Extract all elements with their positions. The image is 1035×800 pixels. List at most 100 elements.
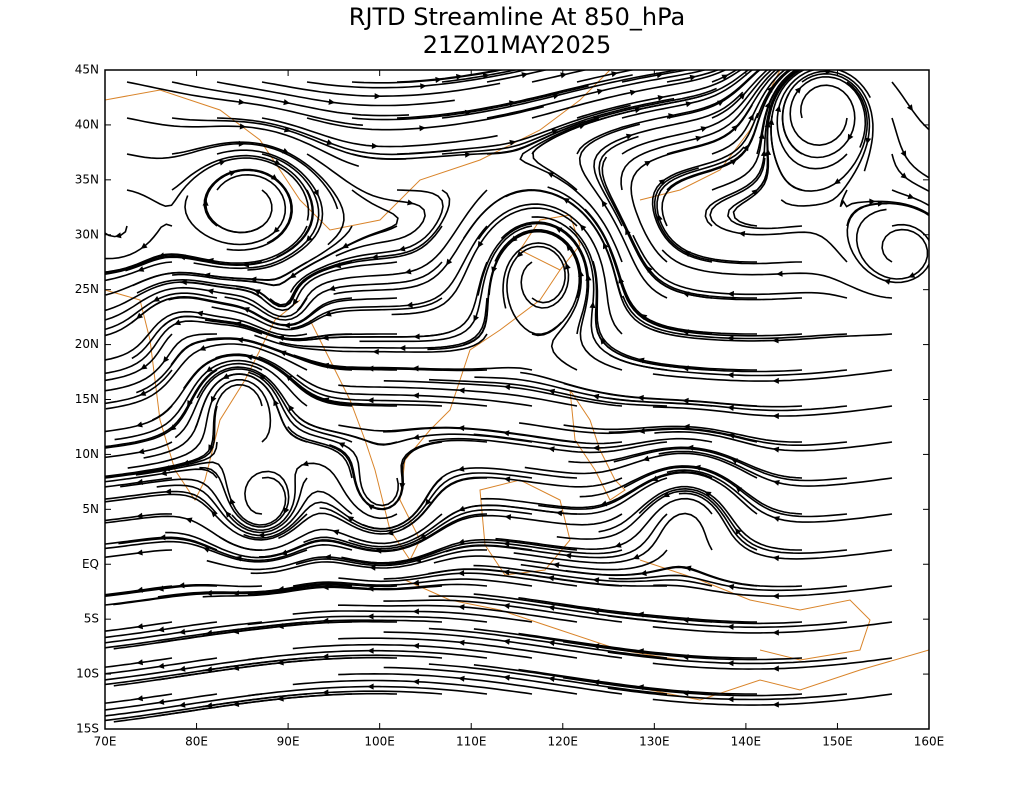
arrowhead [510, 235, 518, 242]
arrowhead [140, 363, 148, 370]
arrowhead [589, 301, 596, 309]
arrowhead [367, 683, 374, 690]
streamline [105, 333, 173, 382]
streamline [891, 153, 929, 193]
streamline [105, 549, 173, 559]
arrowhead [869, 198, 876, 205]
arrowhead [548, 388, 556, 395]
arrowhead [516, 250, 524, 258]
arrowhead [555, 510, 563, 517]
arrowhead [135, 421, 143, 428]
arrowhead [140, 242, 148, 249]
x-tick-label: 130E [639, 735, 670, 749]
arrowhead [548, 676, 555, 682]
arrowhead [283, 99, 291, 106]
arrowhead [695, 135, 703, 142]
x-tick-label: 100E [364, 735, 395, 749]
arrowhead [457, 570, 465, 577]
arrowhead [412, 579, 420, 586]
arrowhead [347, 516, 355, 523]
arrowhead [419, 125, 426, 132]
arrowhead [772, 377, 779, 384]
arrowhead [548, 640, 555, 647]
arrowhead [906, 104, 913, 112]
arrowhead [412, 434, 420, 440]
arrowhead [301, 460, 309, 467]
arrowhead [601, 200, 608, 208]
streamline [105, 657, 308, 686]
arrowhead [137, 266, 145, 272]
arrowhead [456, 73, 463, 80]
arrowhead [229, 170, 236, 177]
arrowhead [735, 486, 743, 493]
arrowhead [907, 193, 915, 199]
arrowhead [503, 638, 510, 645]
arrowhead [772, 413, 779, 420]
arrowhead [662, 491, 670, 498]
arrowhead [270, 174, 278, 181]
streamline [855, 208, 929, 280]
arrowhead [412, 608, 419, 615]
arrowhead [775, 105, 781, 113]
arrowhead [178, 701, 186, 708]
arrowhead [367, 647, 374, 654]
x-tick-label: 150E [822, 735, 853, 749]
arrowhead [596, 88, 604, 95]
streamline [184, 173, 287, 246]
arrowhead [399, 345, 406, 352]
streamline [428, 568, 668, 587]
arrowhead [412, 392, 419, 399]
streamline [204, 169, 292, 244]
map-title: RJTD Streamline At 850_hPa [349, 3, 685, 31]
arrowhead [178, 628, 186, 635]
arrowhead [114, 232, 122, 239]
arrowhead [367, 504, 375, 511]
streamline [609, 354, 848, 377]
arrowhead [163, 356, 170, 363]
arrowhead [900, 172, 908, 179]
streamline [105, 223, 173, 260]
arrowhead [332, 529, 340, 536]
arrowhead [738, 230, 746, 237]
arrowhead [282, 148, 290, 154]
arrowhead [277, 585, 285, 592]
y-tick-label: 15S [76, 722, 99, 736]
arrowhead [683, 251, 691, 257]
arrowhead [187, 400, 193, 407]
y-tick-label: 20N [75, 337, 99, 351]
arrowhead [682, 654, 689, 661]
arrowhead [425, 498, 432, 506]
arrowhead [751, 189, 759, 196]
arrowhead [322, 689, 329, 696]
arrowhead [772, 446, 780, 453]
arrowhead [730, 458, 738, 464]
arrowhead [322, 653, 329, 660]
arrowhead [235, 555, 242, 562]
arrowhead [238, 98, 246, 105]
x-tick-label: 90E [277, 735, 300, 749]
streamline [383, 427, 623, 445]
arrowhead [178, 582, 185, 589]
arrowhead [730, 159, 737, 166]
arrowhead [721, 74, 729, 81]
arrowhead [386, 529, 394, 536]
streamline [105, 693, 308, 722]
arrowhead [277, 695, 284, 702]
arrowhead [614, 542, 622, 548]
arrowhead [748, 113, 754, 121]
arrowhead [374, 93, 381, 100]
arrowhead [273, 226, 280, 234]
arrowhead [292, 298, 299, 306]
y-tick-label: 5N [82, 502, 99, 516]
arrowhead [473, 314, 479, 322]
streamline [261, 117, 498, 148]
arrowhead [651, 475, 659, 482]
streamline [385, 541, 623, 565]
arrowhead [210, 396, 217, 403]
arrowhead [239, 123, 247, 130]
arrowhead [174, 319, 181, 326]
arrowhead [548, 604, 555, 611]
x-tick-label: 80E [185, 735, 208, 749]
arrowhead [157, 662, 165, 669]
arrowhead [564, 552, 572, 559]
